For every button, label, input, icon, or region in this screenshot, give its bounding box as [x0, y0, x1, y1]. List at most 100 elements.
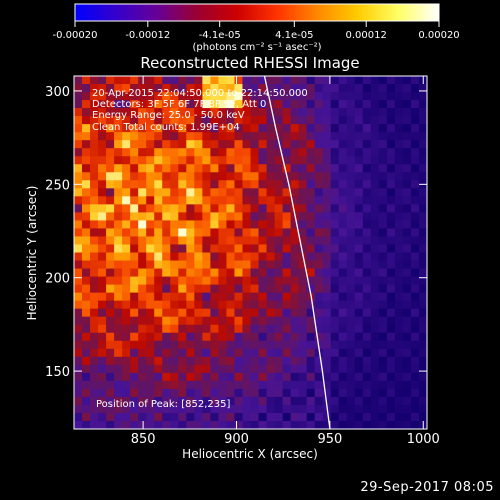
- heatmap-cell: [146, 356, 155, 366]
- heatmap-cell: [210, 92, 220, 101]
- annotation-time-range: 20-Apr-2015 22:04:50.000 to 22:14:50.000: [92, 88, 308, 99]
- heatmap-cell: [258, 132, 268, 141]
- heatmap-cell: [186, 180, 195, 189]
- heatmap-cell: [258, 260, 268, 270]
- heatmap-cell: [250, 316, 260, 326]
- heatmap-cell: [242, 284, 252, 294]
- heatmap-cell: [146, 92, 155, 101]
- heatmap-cell: [306, 324, 316, 334]
- heatmap-cell: [178, 116, 187, 125]
- heatmap-cell: [370, 196, 380, 205]
- heatmap-cell: [346, 412, 356, 422]
- heatmap-cell: [346, 92, 356, 101]
- heatmap-cell: [402, 356, 412, 366]
- heatmap-cell: [258, 252, 268, 262]
- heatmap-cell: [90, 308, 99, 318]
- heatmap-cell: [170, 196, 179, 205]
- heatmap-cell: [154, 180, 163, 189]
- heatmap-cell: [410, 372, 420, 382]
- heatmap-cell: [218, 356, 228, 366]
- heatmap-cell: [242, 356, 252, 366]
- heatmap-cell: [82, 252, 91, 262]
- heatmap-cell: [282, 412, 292, 422]
- heatmap-cell: [346, 212, 356, 222]
- heatmap-cell: [386, 180, 396, 189]
- heatmap-cell: [386, 420, 396, 429]
- heatmap-cell: [330, 380, 340, 390]
- heatmap-cell: [306, 140, 316, 149]
- heatmap-cell: [258, 92, 268, 101]
- heatmap-cell: [162, 268, 171, 278]
- heatmap-cell: [306, 348, 316, 358]
- heatmap-cell: [386, 372, 396, 382]
- heatmap-cell: [138, 244, 147, 254]
- heatmap-cell: [242, 196, 252, 205]
- heatmap-cell: [306, 244, 316, 254]
- heatmap-cell: [138, 172, 147, 181]
- heatmap-image: [74, 76, 427, 429]
- heatmap-cell: [418, 156, 427, 165]
- heatmap-cell: [306, 268, 316, 278]
- heatmap-cell: [202, 284, 211, 294]
- heatmap-cell: [386, 100, 396, 109]
- heatmap-cell: [266, 356, 276, 366]
- heatmap-cell: [274, 220, 284, 230]
- heatmap-cell: [162, 388, 171, 398]
- heatmap-cell: [186, 204, 195, 213]
- heatmap-cell: [162, 284, 171, 294]
- heatmap-cell: [146, 236, 155, 246]
- heatmap-cell: [146, 404, 155, 414]
- heatmap-cell: [242, 228, 252, 238]
- heatmap-cell: [170, 116, 179, 125]
- heatmap-cell: [138, 116, 147, 125]
- heatmap-cell: [306, 92, 316, 101]
- heatmap-cell: [370, 244, 380, 254]
- heatmap-cell: [154, 260, 163, 270]
- heatmap-cell: [98, 180, 107, 189]
- heatmap-cell: [258, 308, 268, 318]
- heatmap-cell: [242, 76, 252, 85]
- heatmap-cell: [418, 212, 427, 222]
- heatmap-cell: [74, 116, 83, 125]
- heatmap-cell: [266, 204, 276, 213]
- heatmap-cell: [306, 364, 316, 374]
- heatmap-cell: [378, 76, 388, 85]
- heatmap-cell: [82, 188, 91, 197]
- heatmap-cell: [194, 420, 203, 429]
- heatmap-cell: [194, 204, 203, 213]
- heatmap-cell: [314, 412, 324, 422]
- heatmap-cell: [170, 260, 179, 270]
- heatmap-cell: [330, 92, 340, 101]
- heatmap-cell: [210, 116, 220, 125]
- heatmap-cell: [122, 420, 131, 429]
- heatmap-cell: [138, 316, 147, 326]
- heatmap-cell: [218, 404, 228, 414]
- heatmap-cell: [354, 364, 364, 374]
- heatmap-cell: [74, 364, 83, 374]
- heatmap-cell: [266, 372, 276, 382]
- heatmap-cell: [234, 404, 244, 414]
- heatmap-cell: [306, 404, 316, 414]
- heatmap-cell: [298, 356, 308, 366]
- heatmap-cell: [290, 324, 300, 334]
- heatmap-cell: [82, 340, 91, 350]
- heatmap-cell: [178, 372, 187, 382]
- heatmap-cell: [90, 140, 99, 149]
- heatmap-cell: [226, 140, 236, 149]
- heatmap-cell: [394, 180, 404, 189]
- heatmap-cell: [218, 108, 228, 117]
- heatmap-cell: [202, 172, 211, 181]
- heatmap-cell: [226, 76, 236, 85]
- heatmap-cell: [282, 228, 292, 238]
- heatmap-cell: [74, 132, 83, 141]
- colorbar-tick-label: -0.00012: [125, 30, 170, 41]
- heatmap-cell: [362, 108, 372, 117]
- heatmap-cell: [402, 364, 412, 374]
- heatmap-cell: [362, 164, 372, 173]
- heatmap-cell: [410, 188, 420, 197]
- heatmap-cell: [242, 348, 252, 358]
- heatmap-cell: [322, 252, 332, 262]
- heatmap-cell: [282, 92, 292, 101]
- heatmap-cell: [330, 388, 340, 398]
- heatmap-cell: [98, 380, 107, 390]
